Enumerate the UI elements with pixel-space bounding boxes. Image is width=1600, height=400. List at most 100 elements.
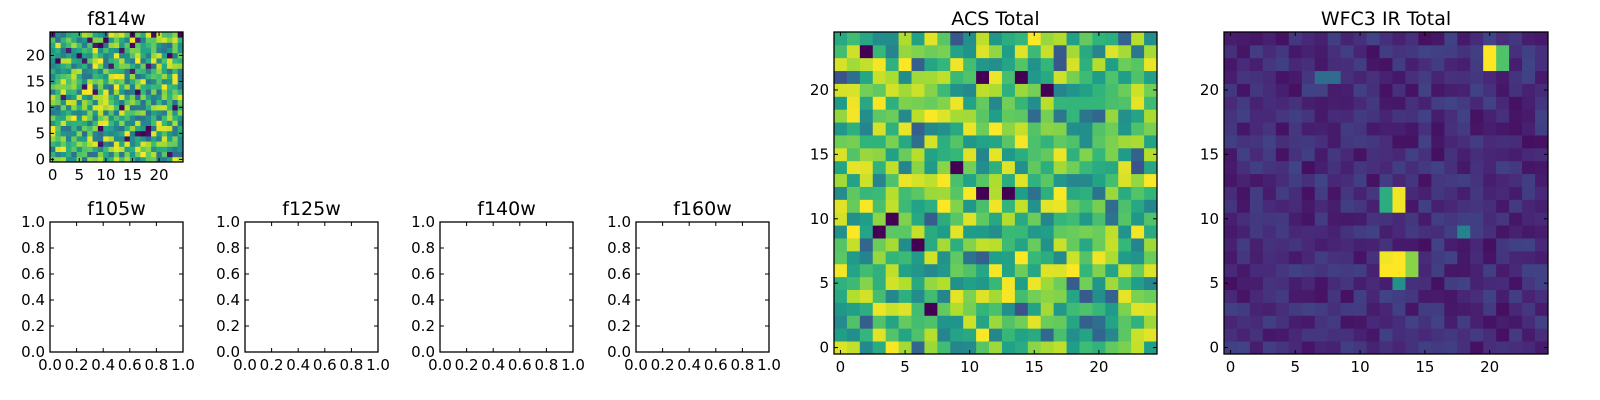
- heatmap-cell: [65, 58, 72, 64]
- chart-title: f814w: [87, 8, 146, 30]
- heatmap-cell: [1470, 109, 1484, 123]
- heatmap-cell: [1144, 32, 1158, 46]
- heatmap-cell: [885, 341, 899, 355]
- heatmap-cell: [1066, 83, 1080, 97]
- heatmap-cell: [156, 63, 163, 69]
- heatmap-cell: [1105, 160, 1119, 175]
- heatmap-cell: [911, 212, 925, 226]
- heatmap-cell: [1314, 199, 1329, 213]
- heatmap-cell: [1040, 173, 1055, 187]
- heatmap-cell: [55, 146, 62, 152]
- heatmap-cell: [167, 84, 173, 90]
- heatmap-cell: [924, 57, 938, 72]
- heatmap-cell: [81, 151, 88, 158]
- heatmap-cell: [1483, 225, 1497, 239]
- heatmap-cell: [1457, 57, 1471, 72]
- axes-frame: [49, 221, 184, 353]
- heatmap-cell: [1262, 341, 1277, 355]
- heatmap-cell: [1079, 250, 1093, 265]
- axes-frame: [439, 221, 574, 353]
- heatmap-cell: [1405, 186, 1419, 200]
- heatmap-cell: [97, 120, 104, 126]
- heatmap-cell: [1444, 147, 1458, 162]
- heatmap-cell: [1327, 225, 1342, 239]
- heatmap-cell: [834, 32, 848, 46]
- heatmap-cell: [97, 68, 104, 74]
- heatmap-cell: [1457, 263, 1471, 278]
- heatmap-cell: [1509, 250, 1523, 265]
- heatmap-cell: [1027, 173, 1042, 187]
- heatmap-cell: [145, 58, 152, 64]
- heatmap-cell: [50, 120, 56, 126]
- heatmap-cell: [1366, 147, 1380, 162]
- heatmap-cell: [113, 94, 120, 100]
- heatmap-cell: [1457, 135, 1471, 149]
- heatmap-cell: [1040, 225, 1055, 239]
- heatmap-cell: [55, 130, 62, 137]
- heatmap-cell: [1249, 109, 1264, 123]
- heatmap-cell: [1053, 238, 1067, 252]
- heatmap-cell: [1040, 57, 1055, 72]
- heatmap-cell: [1314, 147, 1329, 162]
- heatmap-cell: [129, 120, 136, 126]
- heatmap-cell: [1014, 315, 1029, 329]
- heatmap-cell: [87, 68, 93, 74]
- heatmap-cell: [885, 276, 899, 290]
- heatmap-cell: [65, 141, 72, 147]
- heatmap-cell: [937, 70, 951, 84]
- heatmap-cell: [1014, 302, 1029, 316]
- heatmap-cell: [1236, 302, 1251, 316]
- heatmap-cell: [1288, 225, 1303, 239]
- heatmap-cell: [76, 68, 83, 74]
- heatmap-cell: [885, 186, 899, 200]
- heatmap-cell: [834, 122, 848, 136]
- heatmap-cell: [1001, 109, 1016, 123]
- axes-frame: [49, 31, 184, 163]
- heatmap-cell: [1509, 44, 1523, 59]
- heatmap-cell: [1457, 122, 1471, 136]
- heatmap-cell: [1405, 109, 1419, 123]
- heatmap-cell: [1340, 186, 1354, 200]
- heatmap-cell: [1236, 147, 1251, 162]
- x-tick-label: 0: [48, 166, 58, 184]
- heatmap-cell: [1457, 315, 1471, 329]
- heatmap-cell: [1353, 212, 1367, 226]
- heatmap-cell: [167, 89, 173, 95]
- heatmap-cell: [1105, 44, 1119, 59]
- heatmap-cell: [50, 110, 56, 116]
- heatmap-cell: [1483, 109, 1497, 123]
- heatmap-cell: [1224, 57, 1238, 72]
- heatmap-cell: [976, 212, 990, 226]
- heatmap-cell: [963, 276, 977, 290]
- heatmap-cell: [1379, 83, 1393, 97]
- heatmap-cell: [911, 109, 925, 123]
- x-tick-label: 0.2: [260, 356, 284, 374]
- heatmap-cell: [1522, 199, 1536, 213]
- heatmap-cell: [1288, 289, 1303, 303]
- heatmap-cell: [108, 78, 115, 85]
- heatmap-cell: [1131, 32, 1145, 46]
- heatmap-cell: [50, 151, 56, 158]
- heatmap-cell: [1340, 276, 1354, 290]
- heatmap-cell: [1144, 225, 1158, 239]
- heatmap-cell: [1327, 173, 1342, 187]
- heatmap-cell: [1262, 289, 1277, 303]
- heatmap-cell: [1483, 199, 1497, 213]
- heatmap-cell: [1392, 276, 1406, 290]
- heatmap-cell: [1027, 147, 1042, 162]
- heatmap-cell: [1092, 96, 1106, 110]
- heatmap-cell: [1327, 32, 1342, 46]
- heatmap-cell: [140, 37, 147, 43]
- panel-f140w: 0.0 0.2 0.4 0.6 0.8 1.00.00.20.40.60.81.0f140…: [411, 198, 585, 374]
- heatmap-cell: [911, 44, 925, 59]
- heatmap-cell: [145, 37, 152, 43]
- heatmap-cell: [924, 328, 938, 342]
- heatmap-cell: [1379, 147, 1393, 162]
- heatmap-cell: [129, 136, 136, 142]
- heatmap-cell: [1496, 44, 1510, 59]
- heatmap-cell: [950, 250, 964, 265]
- heatmap-cell: [1366, 328, 1380, 342]
- heatmap-cell: [177, 42, 184, 48]
- heatmap-cell: [87, 37, 93, 43]
- heatmap-cell: [1496, 302, 1510, 316]
